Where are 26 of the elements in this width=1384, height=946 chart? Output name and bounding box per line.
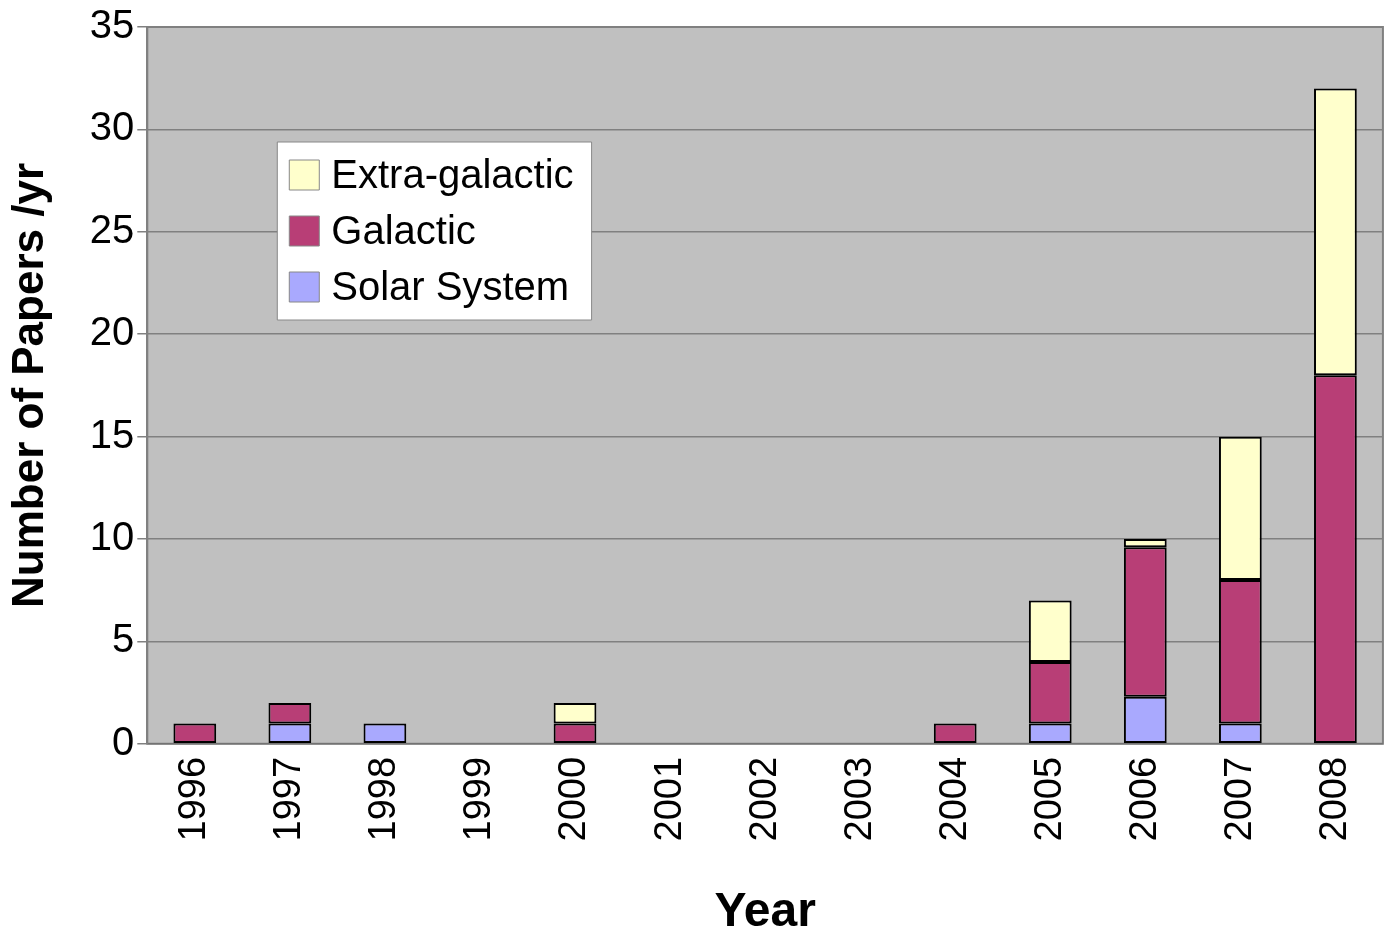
x-axis-title: Year xyxy=(714,883,816,937)
x-tick-label: 2008 xyxy=(1311,756,1354,842)
legend-label: Extra-galactic xyxy=(331,152,574,197)
x-tick-label: 2005 xyxy=(1026,756,1069,842)
y-tick-label: 5 xyxy=(112,616,135,661)
x-tick-label: 2002 xyxy=(741,756,784,842)
x-tick-label: 2007 xyxy=(1216,756,1259,842)
legend-label: Galactic xyxy=(331,208,476,253)
x-tick-label: 2001 xyxy=(646,756,689,842)
x-tick-label: 2000 xyxy=(551,756,594,842)
x-tick-label: 1997 xyxy=(266,756,309,842)
y-tick-label: 15 xyxy=(89,411,135,456)
x-tick-label: 2006 xyxy=(1121,756,1164,842)
y-axis-title: Number of Papers /yr xyxy=(2,162,52,608)
y-tick-label: 0 xyxy=(112,718,135,763)
x-tick-label: 1996 xyxy=(171,756,214,842)
x-tick-label: 1998 xyxy=(361,756,404,842)
legend-label: Solar System xyxy=(331,264,570,309)
y-tick-label: 25 xyxy=(89,206,135,251)
y-tick-label: 35 xyxy=(89,2,135,47)
x-tick-label: 2003 xyxy=(836,756,879,842)
x-tick-label: 2004 xyxy=(931,756,974,842)
x-tick-label: 1999 xyxy=(456,756,499,842)
y-tick-label: 30 xyxy=(89,104,135,149)
y-tick-label: 20 xyxy=(89,309,135,354)
y-tick-label: 10 xyxy=(89,514,135,559)
